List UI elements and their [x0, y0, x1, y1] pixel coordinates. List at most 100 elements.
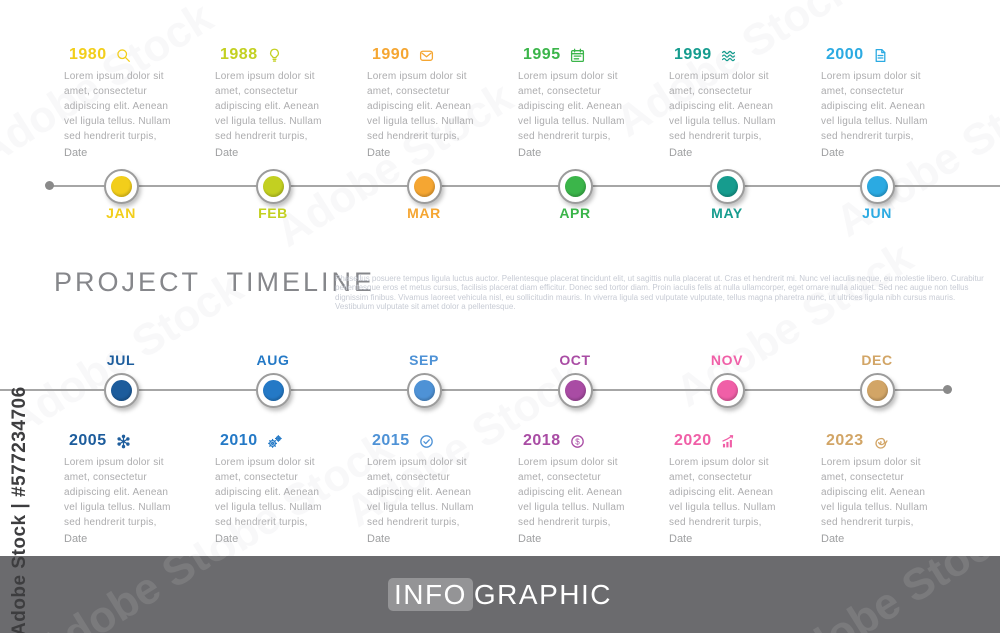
timeline-entry-2005: 2005 Lorem ipsum dolor sit amet, consect… — [64, 432, 183, 545]
timeline-entry-2015: 2015 Lorem ipsum dolor sit amet, consect… — [367, 432, 486, 545]
timeline-node-may — [710, 169, 745, 204]
timeline-node-apr — [558, 169, 593, 204]
page-description: Phasellus posuere tempus ligula luctus a… — [335, 274, 984, 312]
document-icon — [873, 48, 888, 63]
entry-year-row: 1988 — [220, 46, 334, 64]
entry-date: Date — [669, 533, 693, 545]
entry-year: 2015 — [372, 432, 410, 449]
timeline-node-aug — [256, 373, 291, 408]
entry-year: 2000 — [826, 46, 864, 63]
timeline-node-oct — [558, 373, 593, 408]
timeline-entry-1980: 1980 Lorem ipsum dolor sit amet, consect… — [64, 46, 183, 159]
node-fill — [867, 380, 888, 401]
entry-year-row: 2000 — [826, 46, 940, 64]
entry-body: Lorem ipsum dolor sit amet, consectetur … — [215, 71, 322, 142]
entry-date: Date — [518, 147, 542, 159]
month-label: DEC — [861, 352, 893, 368]
entry-date: Date — [64, 147, 88, 159]
calendar-icon — [570, 48, 585, 63]
entry-year-row: 1995 — [523, 46, 637, 64]
node-fill — [717, 380, 738, 401]
timeline-entry-1995: 1995 Lorem ipsum dolor sit amet, consect… — [518, 46, 637, 159]
watermark-stock-id: Adobe Stock | #577234706 — [9, 386, 30, 633]
layers-icon — [721, 48, 736, 63]
month-label: MAY — [711, 205, 743, 221]
node-fill — [717, 176, 738, 197]
growth-chart-icon — [721, 434, 736, 449]
entry-year: 2005 — [69, 432, 107, 449]
network-icon — [116, 434, 131, 449]
timeline-entry-2023: 2023 Lorem ipsum dolor sit amet, consect… — [821, 432, 940, 545]
dollar-circle-icon: $ — [570, 434, 585, 449]
entry-year: 2010 — [220, 432, 258, 449]
entry-year-row: 2020 — [674, 432, 788, 450]
timeline-node-jul — [104, 373, 139, 408]
month-label: MAR — [407, 205, 441, 221]
month-label: JUL — [106, 352, 136, 368]
timeline-entry-1999: 1999 Lorem ipsum dolor sit amet, consect… — [669, 46, 788, 159]
svg-text:$: $ — [575, 437, 580, 446]
entry-body: Lorem ipsum dolor sit amet, consectetur … — [821, 71, 928, 142]
timeline-line-top — [50, 185, 1000, 187]
timeline-end-dot — [943, 385, 952, 394]
footer-title-highlight: INFO — [388, 577, 473, 611]
timeline-entry-2018: 2018 $ Lorem ipsum dolor sit amet, conse… — [518, 432, 637, 545]
footer-bar: INFO GRAPHIC — [0, 556, 1000, 633]
month-label: NOV — [710, 352, 744, 368]
entry-body: Lorem ipsum dolor sit amet, consectetur … — [367, 457, 474, 528]
entry-body: Lorem ipsum dolor sit amet, consectetur … — [518, 457, 625, 528]
month-label: FEB — [258, 205, 288, 221]
entry-year: 2023 — [826, 432, 864, 449]
month-label: JAN — [106, 205, 136, 221]
month-label: SEP — [409, 352, 439, 368]
entry-body: Lorem ipsum dolor sit amet, consectetur … — [64, 71, 171, 142]
check-circle-icon — [419, 434, 434, 449]
node-fill — [565, 380, 586, 401]
node-fill — [414, 380, 435, 401]
entry-body: Lorem ipsum dolor sit amet, consectetur … — [64, 457, 171, 528]
entry-year-row: 2005 — [69, 432, 183, 450]
entry-year-row: 2015 — [372, 432, 486, 450]
target-icon — [873, 434, 888, 449]
month-label: APR — [559, 205, 591, 221]
timeline-node-jun — [860, 169, 895, 204]
node-fill — [867, 176, 888, 197]
lightbulb-icon — [267, 48, 282, 63]
timeline-start-dot — [45, 181, 54, 190]
page-title: PROJECT TIMELINE — [54, 267, 376, 297]
entry-year-row: 2010 — [220, 432, 334, 450]
month-label: OCT — [559, 352, 591, 368]
footer-title: INFO GRAPHIC — [388, 577, 612, 611]
timeline-entry-1990: 1990 Lorem ipsum dolor sit amet, consect… — [367, 46, 486, 159]
timeline-entry-1988: 1988 Lorem ipsum dolor sit amet, consect… — [215, 46, 334, 159]
entry-year-row: 2018 $ — [523, 432, 637, 450]
timeline-node-jan — [104, 169, 139, 204]
entry-year: 1988 — [220, 46, 258, 63]
entry-date: Date — [821, 533, 845, 545]
timeline-entry-2000: 2000 Lorem ipsum dolor sit amet, consect… — [821, 46, 940, 159]
entry-year-row: 1980 — [69, 46, 183, 64]
entry-body: Lorem ipsum dolor sit amet, consectetur … — [367, 71, 474, 142]
entry-year: 1999 — [674, 46, 712, 63]
node-fill — [111, 380, 132, 401]
entry-date: Date — [367, 533, 391, 545]
node-fill — [263, 380, 284, 401]
footer-title-rest: GRAPHIC — [473, 578, 612, 610]
node-fill — [263, 176, 284, 197]
entry-year: 1990 — [372, 46, 410, 63]
entry-date: Date — [367, 147, 391, 159]
entry-body: Lorem ipsum dolor sit amet, consectetur … — [821, 457, 928, 528]
timeline-entry-2010: 2010 Lorem ipsum dolor sit amet, consect… — [215, 432, 334, 545]
search-icon — [116, 48, 131, 63]
timeline-node-feb — [256, 169, 291, 204]
entry-year-row: 1990 — [372, 46, 486, 64]
entry-body: Lorem ipsum dolor sit amet, consectetur … — [215, 457, 322, 528]
entry-year: 1980 — [69, 46, 107, 63]
timeline-node-dec — [860, 373, 895, 408]
entry-date: Date — [518, 533, 542, 545]
node-fill — [565, 176, 586, 197]
gears-icon — [267, 434, 282, 449]
entry-body: Lorem ipsum dolor sit amet, consectetur … — [669, 457, 776, 528]
month-label: AUG — [256, 352, 290, 368]
